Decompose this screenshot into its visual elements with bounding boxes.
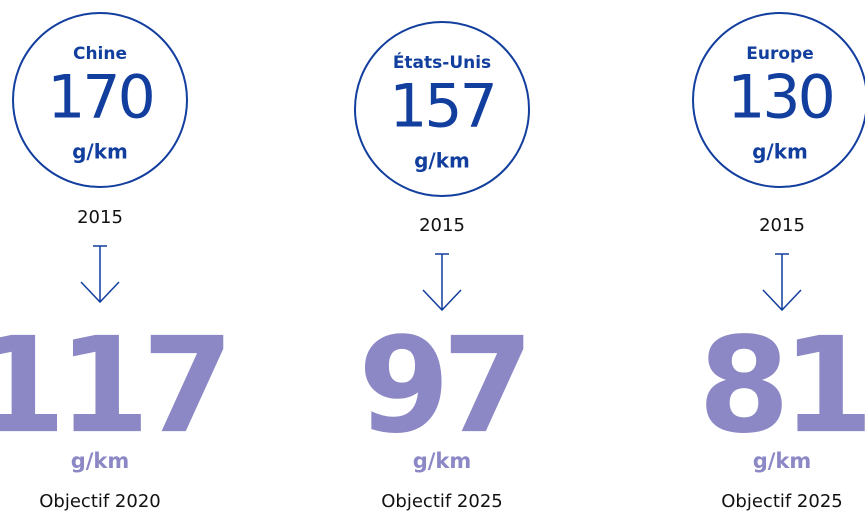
current-value: 157 <box>389 72 495 142</box>
target-value: 97 <box>358 309 526 463</box>
target-unit: g/km <box>413 449 472 473</box>
year: 2015 <box>759 215 805 236</box>
target-unit: g/km <box>71 449 130 473</box>
year: 2015 <box>419 215 465 236</box>
current-unit: g/km <box>414 149 470 173</box>
target-label: Objectif 2025 <box>381 491 503 512</box>
region-name: Chine <box>73 44 127 64</box>
target-value: 117 <box>0 309 226 463</box>
target-value: 81 <box>698 309 865 463</box>
year: 2015 <box>77 207 123 228</box>
current-value: 130 <box>727 63 833 133</box>
region-name: États-Unis <box>393 51 491 73</box>
target-label: Objectif 2020 <box>39 491 161 512</box>
arrow <box>80 245 120 304</box>
current-unit: g/km <box>72 140 128 164</box>
arrow <box>762 253 802 312</box>
current-value: 170 <box>47 63 153 133</box>
arrow <box>422 253 462 312</box>
target-unit: g/km <box>753 449 812 473</box>
current-unit: g/km <box>752 140 808 164</box>
region-name: Europe <box>746 44 813 64</box>
region-circle <box>354 21 530 197</box>
target-label: Objectif 2025 <box>721 491 843 512</box>
region-circle <box>692 12 865 188</box>
region-circle <box>12 12 188 188</box>
